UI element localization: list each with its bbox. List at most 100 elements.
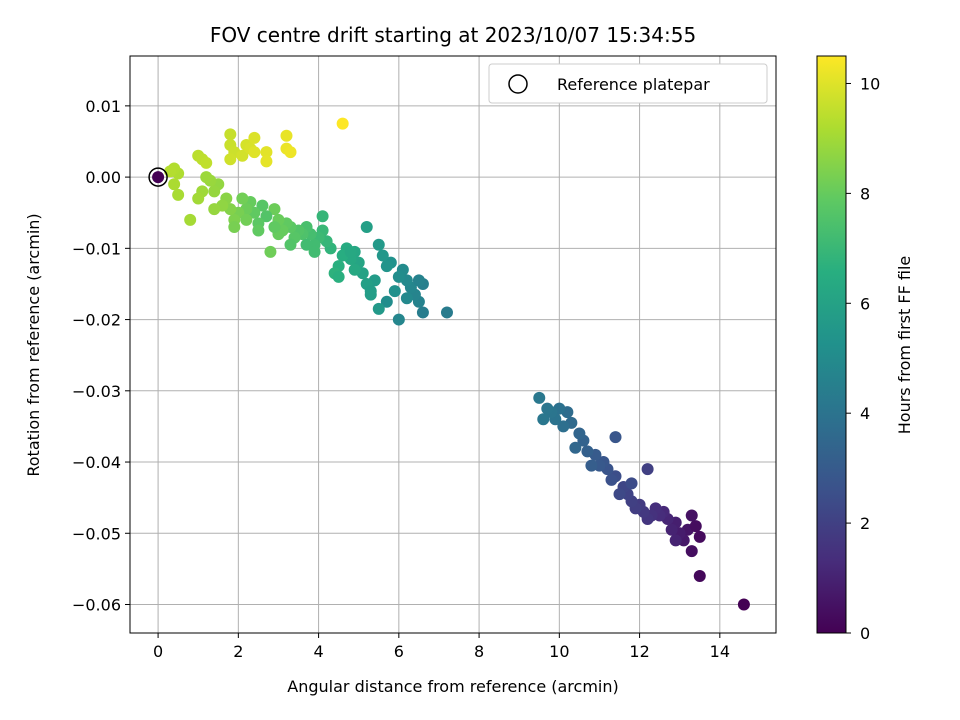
data-point (693, 530, 706, 543)
data-point (300, 238, 313, 251)
colorbar-label: Hours from first FF file (895, 256, 914, 435)
data-point (200, 171, 213, 184)
data-point (557, 420, 570, 433)
data-point (693, 570, 706, 583)
data-point (669, 534, 682, 547)
data-point (172, 188, 185, 201)
data-point (260, 210, 273, 223)
x-tick-label: 2 (233, 642, 243, 661)
x-tick-label: 6 (394, 642, 404, 661)
data-point (264, 245, 277, 258)
data-point (208, 185, 221, 198)
colorbar-tick-label: 4 (860, 404, 870, 423)
y-tick-label: −0.03 (72, 382, 121, 401)
data-point (380, 295, 393, 308)
data-point (613, 488, 626, 501)
data-point (685, 545, 698, 558)
y-tick-label: −0.06 (72, 596, 121, 615)
data-point (605, 473, 618, 486)
x-axis-label: Angular distance from reference (arcmin) (287, 677, 618, 696)
data-points (152, 117, 750, 611)
legend-reference-marker (508, 74, 528, 94)
x-tick-label: 12 (629, 642, 649, 661)
data-point (224, 153, 237, 166)
y-tick-label: −0.02 (72, 311, 121, 330)
data-point (665, 523, 678, 536)
data-point (376, 249, 389, 262)
data-point (348, 263, 361, 276)
y-tick-label: 0.00 (85, 168, 121, 187)
data-point (168, 178, 181, 191)
data-point (392, 270, 405, 283)
data-point (737, 598, 750, 611)
data-point (609, 431, 622, 444)
data-point (392, 313, 405, 326)
y-tick-label: −0.04 (72, 453, 121, 472)
x-tick-label: 10 (549, 642, 569, 661)
data-point (280, 129, 293, 142)
data-point (256, 199, 269, 212)
reference-marker-layer (148, 167, 168, 187)
data-point (685, 509, 698, 522)
colorbar-tick-label: 10 (860, 74, 880, 93)
data-point (581, 445, 594, 458)
data-point (236, 192, 249, 205)
data-point (228, 220, 241, 233)
data-point (440, 306, 453, 319)
data-point (236, 149, 249, 162)
data-point (252, 224, 265, 237)
x-axis-ticks: 0 2 4 6 8 10 12 14 (153, 633, 730, 661)
colorbar-tick-label: 8 (860, 184, 870, 203)
data-point (569, 441, 582, 454)
data-point (344, 245, 357, 258)
data-point (372, 238, 385, 251)
data-point (573, 427, 586, 440)
y-tick-label: 0.01 (85, 97, 121, 116)
data-point (372, 302, 385, 315)
data-point (360, 220, 373, 233)
data-point (388, 285, 401, 298)
colorbar-tick-label: 2 (860, 514, 870, 533)
data-point (416, 306, 429, 319)
y-tick-label: −0.01 (72, 239, 121, 258)
data-point (641, 463, 654, 476)
data-point (260, 155, 273, 168)
x-tick-label: 4 (313, 642, 323, 661)
colorbar-tick-label: 6 (860, 294, 870, 313)
y-axis-label: Rotation from reference (arcmin) (24, 213, 43, 476)
data-point (152, 171, 165, 184)
data-point (248, 146, 261, 159)
y-tick-label: −0.05 (72, 524, 121, 543)
data-point (308, 245, 321, 258)
colorbar (816, 55, 847, 634)
data-point (268, 203, 281, 216)
data-point (400, 292, 413, 305)
data-point (208, 203, 221, 216)
data-point (625, 477, 638, 490)
plot-frame (129, 55, 777, 634)
data-point (332, 270, 345, 283)
data-point (585, 459, 598, 472)
data-point (260, 146, 273, 159)
data-point (284, 238, 297, 251)
data-point (380, 260, 393, 273)
data-point (316, 210, 329, 223)
data-point (533, 391, 546, 404)
data-point (184, 213, 197, 226)
data-point (689, 520, 702, 533)
legend-box (488, 63, 768, 104)
legend-label: Reference platepar (557, 75, 710, 94)
grid (130, 56, 776, 633)
data-point (364, 285, 377, 298)
data-point (268, 220, 281, 233)
data-point (537, 413, 550, 426)
data-point (541, 402, 554, 415)
data-point (224, 128, 237, 141)
legend: Reference platepar (488, 63, 768, 104)
chart-title: FOV centre drift starting at 2023/10/07 … (210, 23, 696, 47)
colorbar-tick-label: 0 (860, 624, 870, 643)
y-axis-ticks: 0.01 0.00 −0.01 −0.02 −0.03 −0.04 −0.05 −0.06 (72, 97, 130, 615)
data-point (336, 117, 349, 130)
data-point (192, 192, 205, 205)
reference-platepar-marker (148, 167, 168, 187)
